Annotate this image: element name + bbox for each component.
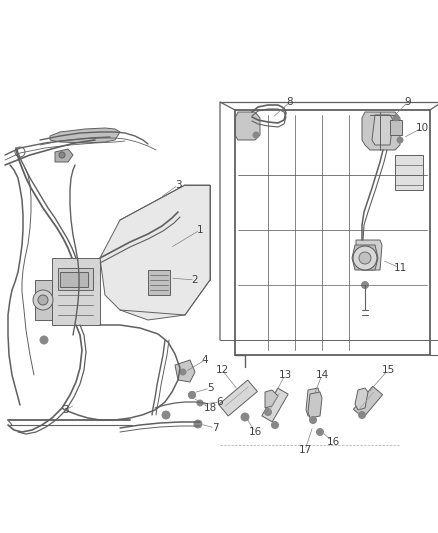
Polygon shape (306, 388, 320, 416)
Polygon shape (308, 392, 322, 418)
Bar (395, 155, 423, 190)
Polygon shape (352, 245, 378, 270)
Circle shape (33, 290, 53, 310)
Circle shape (180, 369, 186, 375)
Circle shape (272, 422, 279, 429)
Polygon shape (175, 360, 195, 382)
Polygon shape (353, 386, 383, 418)
Text: 18: 18 (203, 403, 217, 413)
Text: 8: 8 (287, 97, 293, 107)
Polygon shape (262, 388, 288, 422)
Polygon shape (356, 240, 382, 270)
Text: 16: 16 (248, 427, 261, 437)
Circle shape (265, 408, 272, 416)
Circle shape (197, 400, 203, 406)
Text: 7: 7 (212, 423, 218, 433)
Circle shape (188, 392, 195, 399)
Circle shape (317, 429, 324, 435)
Text: 11: 11 (393, 263, 406, 273)
Circle shape (358, 411, 365, 418)
Circle shape (359, 252, 371, 264)
Polygon shape (50, 128, 120, 143)
Polygon shape (362, 112, 400, 150)
Polygon shape (35, 280, 52, 320)
Text: 4: 4 (201, 355, 208, 365)
Text: 2: 2 (192, 275, 198, 285)
Text: 1: 1 (197, 225, 203, 235)
Circle shape (162, 411, 170, 419)
Text: 15: 15 (381, 365, 395, 375)
Text: 17: 17 (298, 445, 311, 455)
Circle shape (241, 413, 249, 421)
Text: 14: 14 (315, 370, 328, 380)
Polygon shape (100, 185, 210, 320)
Polygon shape (148, 270, 170, 295)
Text: 13: 13 (279, 370, 292, 380)
Bar (58, 268, 93, 290)
Circle shape (361, 281, 368, 288)
Polygon shape (235, 112, 260, 140)
Text: 9: 9 (405, 97, 411, 107)
Circle shape (310, 416, 317, 424)
Text: 3: 3 (62, 405, 68, 415)
Bar (390, 120, 402, 135)
Text: 3: 3 (175, 180, 181, 190)
Text: 12: 12 (215, 365, 229, 375)
Circle shape (188, 392, 195, 399)
Text: 10: 10 (415, 123, 428, 133)
Circle shape (59, 152, 65, 158)
Circle shape (397, 137, 403, 143)
Circle shape (38, 295, 48, 305)
Polygon shape (355, 388, 368, 410)
Circle shape (393, 115, 399, 121)
Circle shape (353, 246, 377, 270)
Circle shape (253, 132, 259, 138)
Polygon shape (372, 115, 393, 145)
Text: 16: 16 (326, 437, 339, 447)
Text: 5: 5 (207, 383, 213, 393)
Polygon shape (52, 258, 100, 325)
Polygon shape (55, 149, 73, 162)
Circle shape (194, 420, 202, 428)
Text: 6: 6 (217, 397, 223, 407)
Circle shape (40, 336, 48, 344)
Bar (60, 272, 88, 287)
Polygon shape (265, 390, 278, 408)
Polygon shape (219, 380, 258, 416)
